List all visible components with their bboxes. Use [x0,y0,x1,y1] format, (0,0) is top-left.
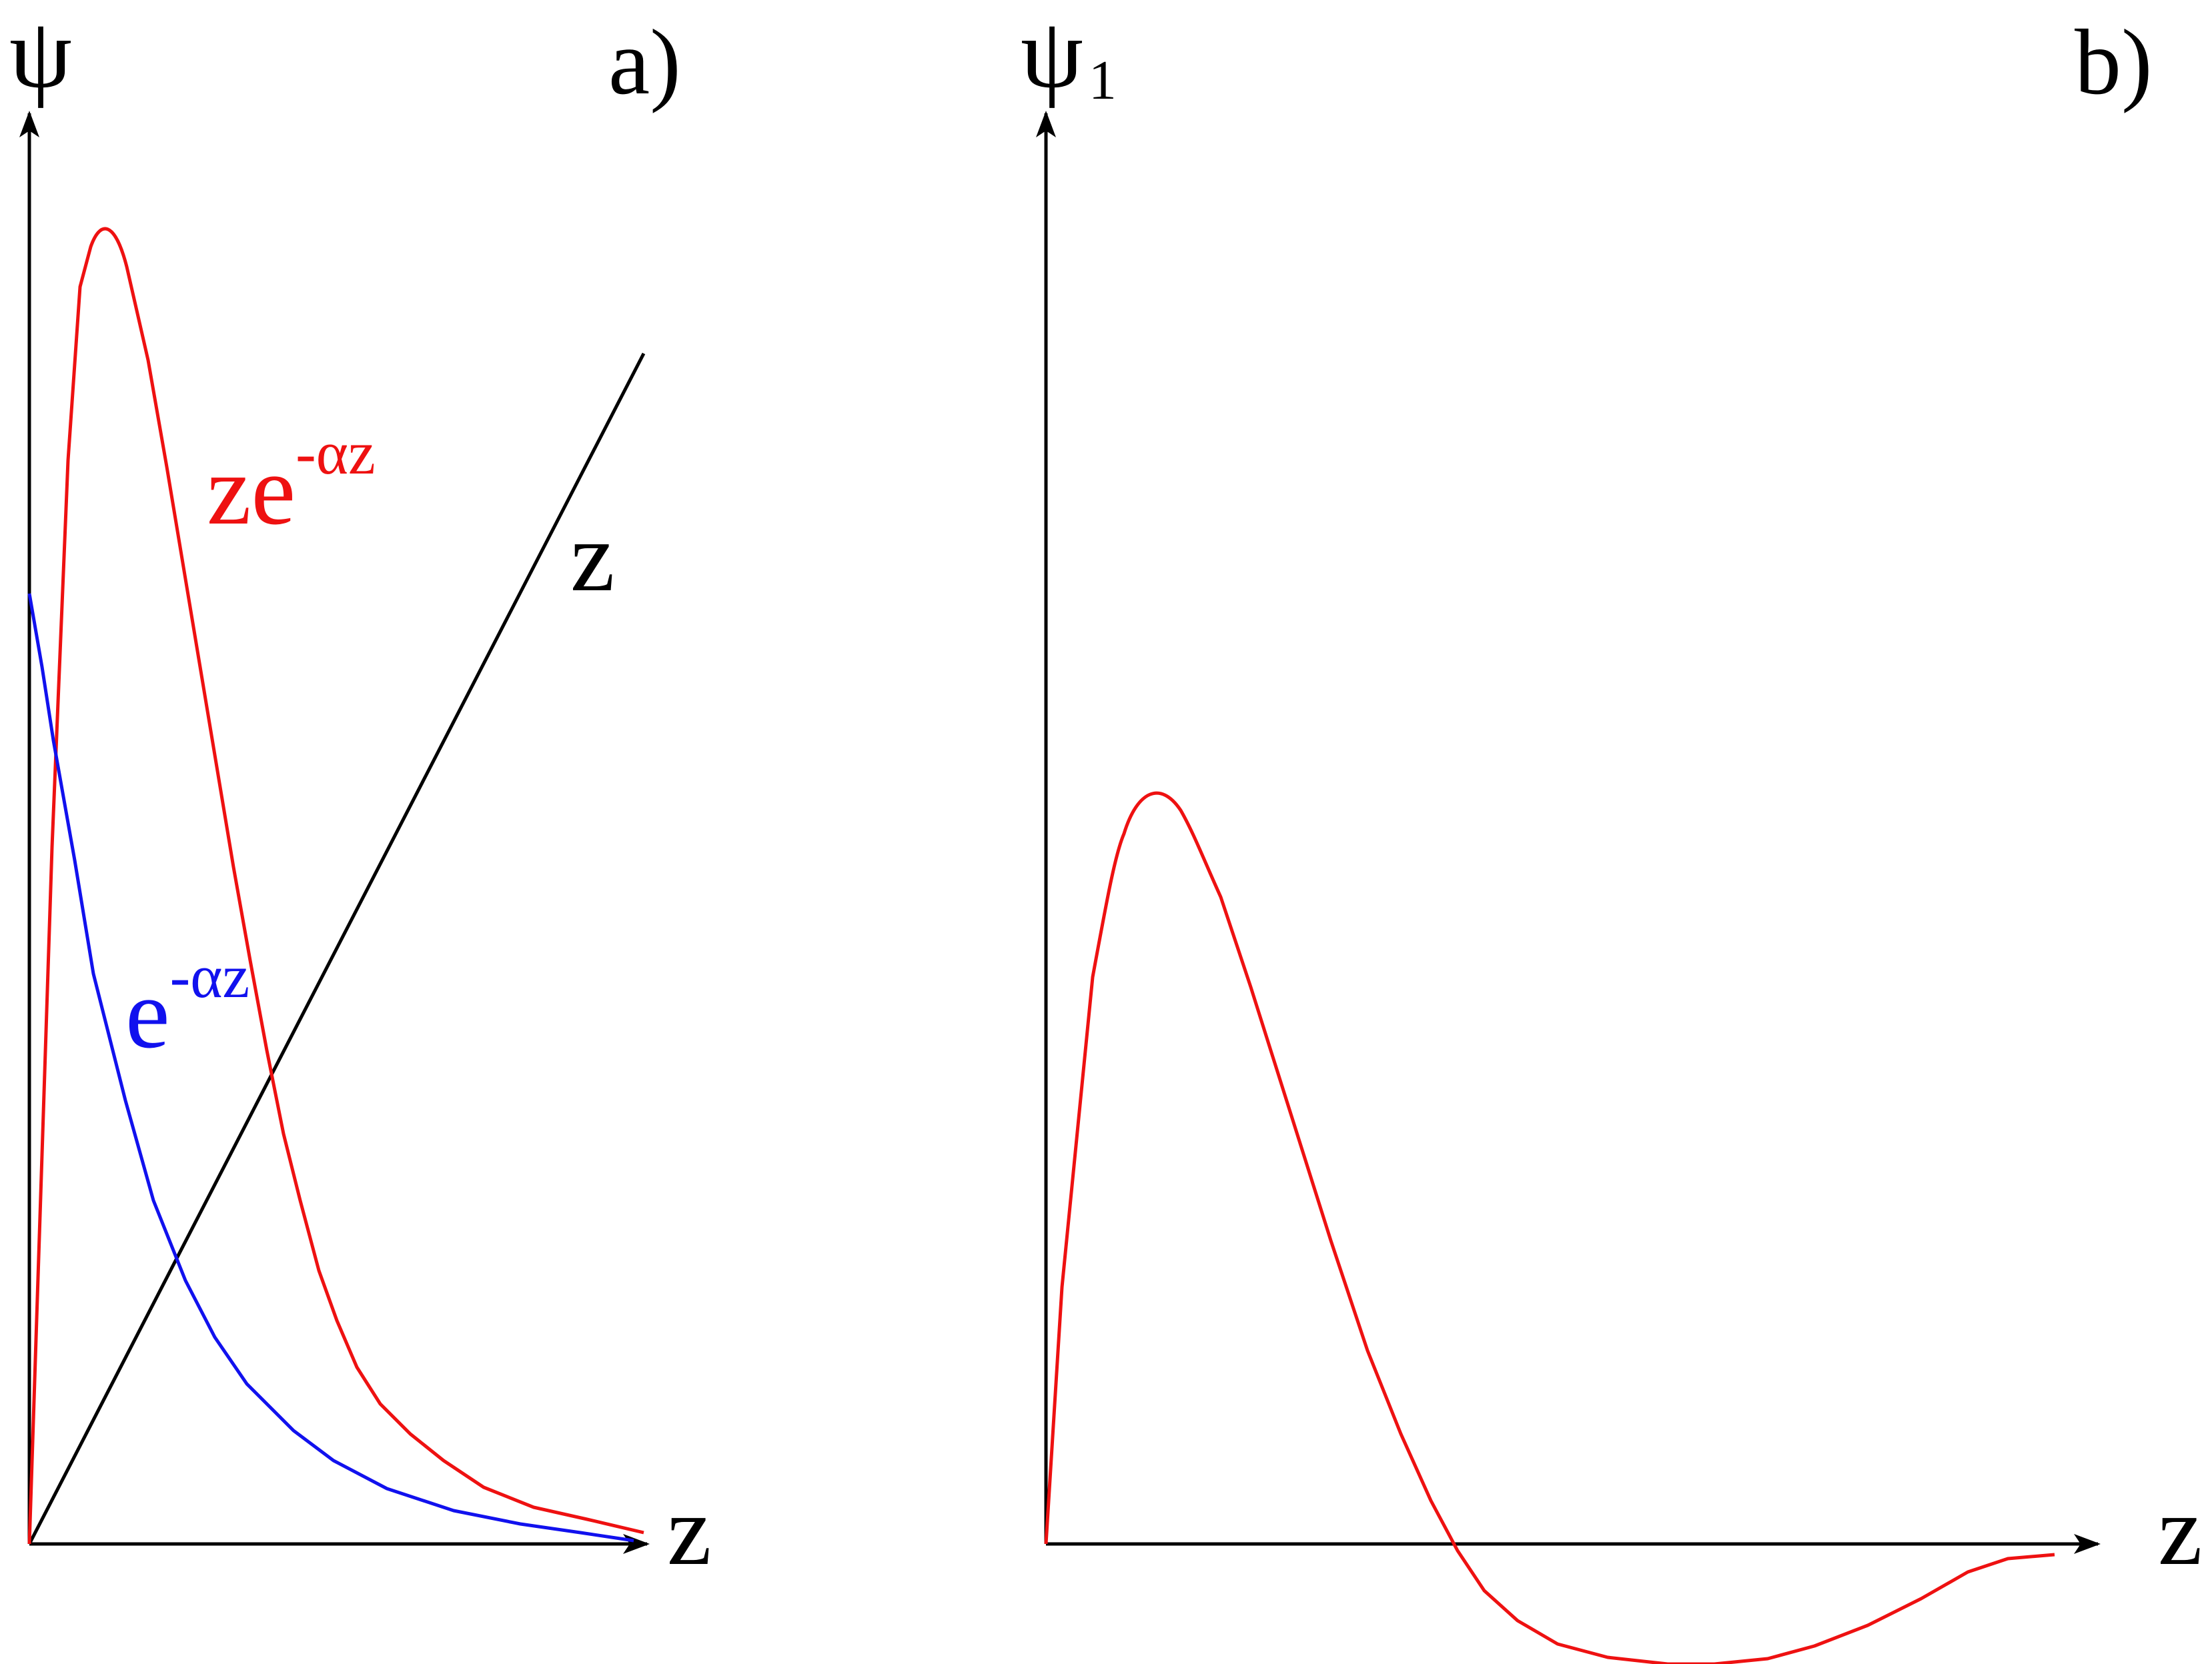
curve-z-label: z [570,502,615,612]
panel-b: ψ1 b) z [1021,0,2203,1664]
panel-a: ψ a) z z ze-αz e-αz [9,0,712,1586]
curve-ze-label: ze-αz [207,419,376,546]
panel-a-y-axis-label: ψ [9,0,72,109]
panel-b-x-axis-label: z [2158,1475,2203,1586]
curve-psi1 [1044,791,2055,1664]
panel-a-x-axis-label: z [667,1475,712,1586]
curve-e-label: e-αz [125,942,249,1069]
curve-z-line [27,352,646,1545]
curve-ze-exp [27,227,644,1545]
curve-e-label-sup: -αz [170,942,250,1010]
panel-b-tag: b) [2075,11,2153,114]
panel-b-y-axis-symbol: ψ [1021,0,1083,109]
panel-b-y-axis-label: ψ1 [1021,0,1117,111]
curve-ze-label-sup: -αz [296,419,376,487]
panel-a-tag: a) [608,11,681,114]
curve-e-label-base: e [125,958,170,1069]
curve-ze-label-base: ze [207,435,296,546]
curve-e-exp [27,593,634,1543]
panel-b-y-axis-subscript: 1 [1089,49,1117,111]
